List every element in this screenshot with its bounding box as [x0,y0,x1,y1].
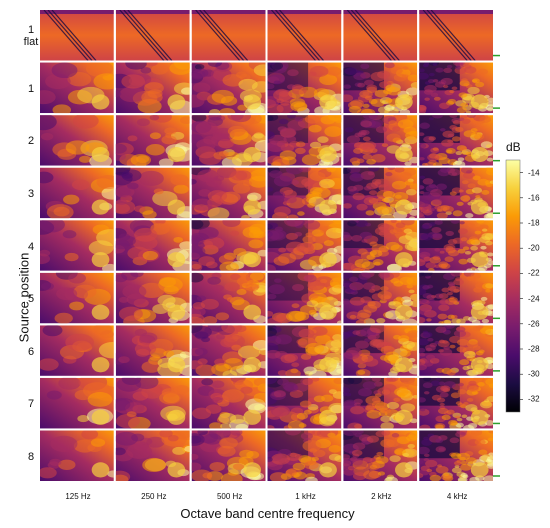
heatmap-panel [343,167,418,219]
heatmap-panel [419,115,493,166]
heatmap-panel [191,325,266,376]
heatmap-panel [115,167,190,219]
heatmap-panel [40,430,114,481]
heatmap-panel [191,10,266,61]
heatmap-panel [343,115,418,166]
heatmap-panel [267,377,342,429]
heatmap-panel [40,377,114,429]
heatmap-panel [343,220,418,271]
colorbar-title: dB [506,140,521,154]
row-label-number: 4 [27,240,35,253]
column-label: 125 Hz [65,492,91,501]
colorbar-tick-label: -26 [528,319,540,329]
row-label-number: 1 [27,82,35,95]
row-label: 3 [18,188,44,200]
heatmap-panel [115,377,190,429]
row-label: 1 flat [18,24,44,48]
row-label: 7 [18,398,44,410]
row-label-number: 7 [27,398,35,411]
heatmap-panel [419,430,493,482]
heatmap-panel [115,62,190,114]
heatmap-panel [267,220,342,271]
heatmap-panel [115,430,190,482]
heatmap-panel [343,377,418,429]
heatmap-panel [419,62,493,114]
heatmap-panel [343,325,418,376]
heatmap-panel [419,325,493,376]
heatmap-panel [40,325,114,376]
heatmap-panel [115,325,190,376]
colorbar-tick-label: -16 [528,193,540,203]
column-label: 2 kHz [371,492,392,501]
heatmap-panel [191,377,266,429]
row-label-number: 2 [27,135,35,148]
row-label-number: 6 [27,345,35,358]
heatmap-panel [115,10,190,61]
row-label: 2 [18,135,44,147]
row-label: 4 [18,241,44,253]
heatmap-panel [267,167,342,219]
heatmap-panel [343,430,418,482]
heatmap-panel [40,62,114,114]
heatmap-panel [267,430,342,482]
row-label-subtitle: flat [23,36,39,49]
column-label: 4 kHz [446,492,468,501]
heatmap-panel [267,10,342,61]
heatmap-panel [115,272,190,324]
colorbar-tick-label: -24 [528,294,540,304]
heatmap-panel [40,115,114,166]
heatmap-panel [115,115,190,166]
colorbar-tick-label: -20 [528,243,540,253]
column-label: 1 kHz [295,492,316,501]
row-label-number: 8 [27,450,35,463]
heatmap-panel [267,115,342,166]
heatmap-panel [267,272,342,324]
colorbar-tick-label: -22 [528,268,540,278]
heatmap-panel [419,10,493,61]
colorbar [505,159,521,413]
row-label-number: 1 [27,24,35,37]
colorbar-tick-label: -14 [528,168,540,178]
heatmap-panel [191,430,266,482]
heatmap-panel [191,62,266,114]
heatmap-panel [40,272,114,324]
heatmap-panel [267,62,342,114]
column-label: 500 Hz [216,492,243,501]
heatmap-panel [419,272,493,324]
colorbar-tick-label: -18 [528,218,540,228]
row-label: 8 [18,451,44,463]
row-label: 5 [18,293,44,305]
heatmap-panel [115,220,190,271]
heatmap-panel [191,167,266,219]
row-label: 1 [18,83,44,95]
heatmap-panel [40,220,114,271]
heatmap-panel [40,10,114,61]
heatmap-panel [191,115,266,166]
column-label: 250 Hz [141,492,167,501]
heatmap-panel [191,272,266,324]
heatmap-panel [419,377,493,429]
heatmap-panel [343,272,418,324]
heatmap-panel [267,325,342,376]
row-label: 6 [18,346,44,358]
row-label-number: 3 [27,187,35,200]
heatmap-panel [343,62,418,114]
heatmap-panel [343,10,418,61]
x-axis-label: Octave band centre frequency [180,506,355,521]
heatmap-panel [40,167,114,219]
heatmap-panel [191,220,266,271]
row-label-number: 5 [27,293,35,306]
heatmap-panel [419,220,493,271]
colorbar-tick-label: -30 [528,369,540,379]
colorbar-tick-label: -32 [528,394,540,404]
colorbar-tick-label: -28 [528,344,540,354]
heatmap-panel [419,167,493,219]
